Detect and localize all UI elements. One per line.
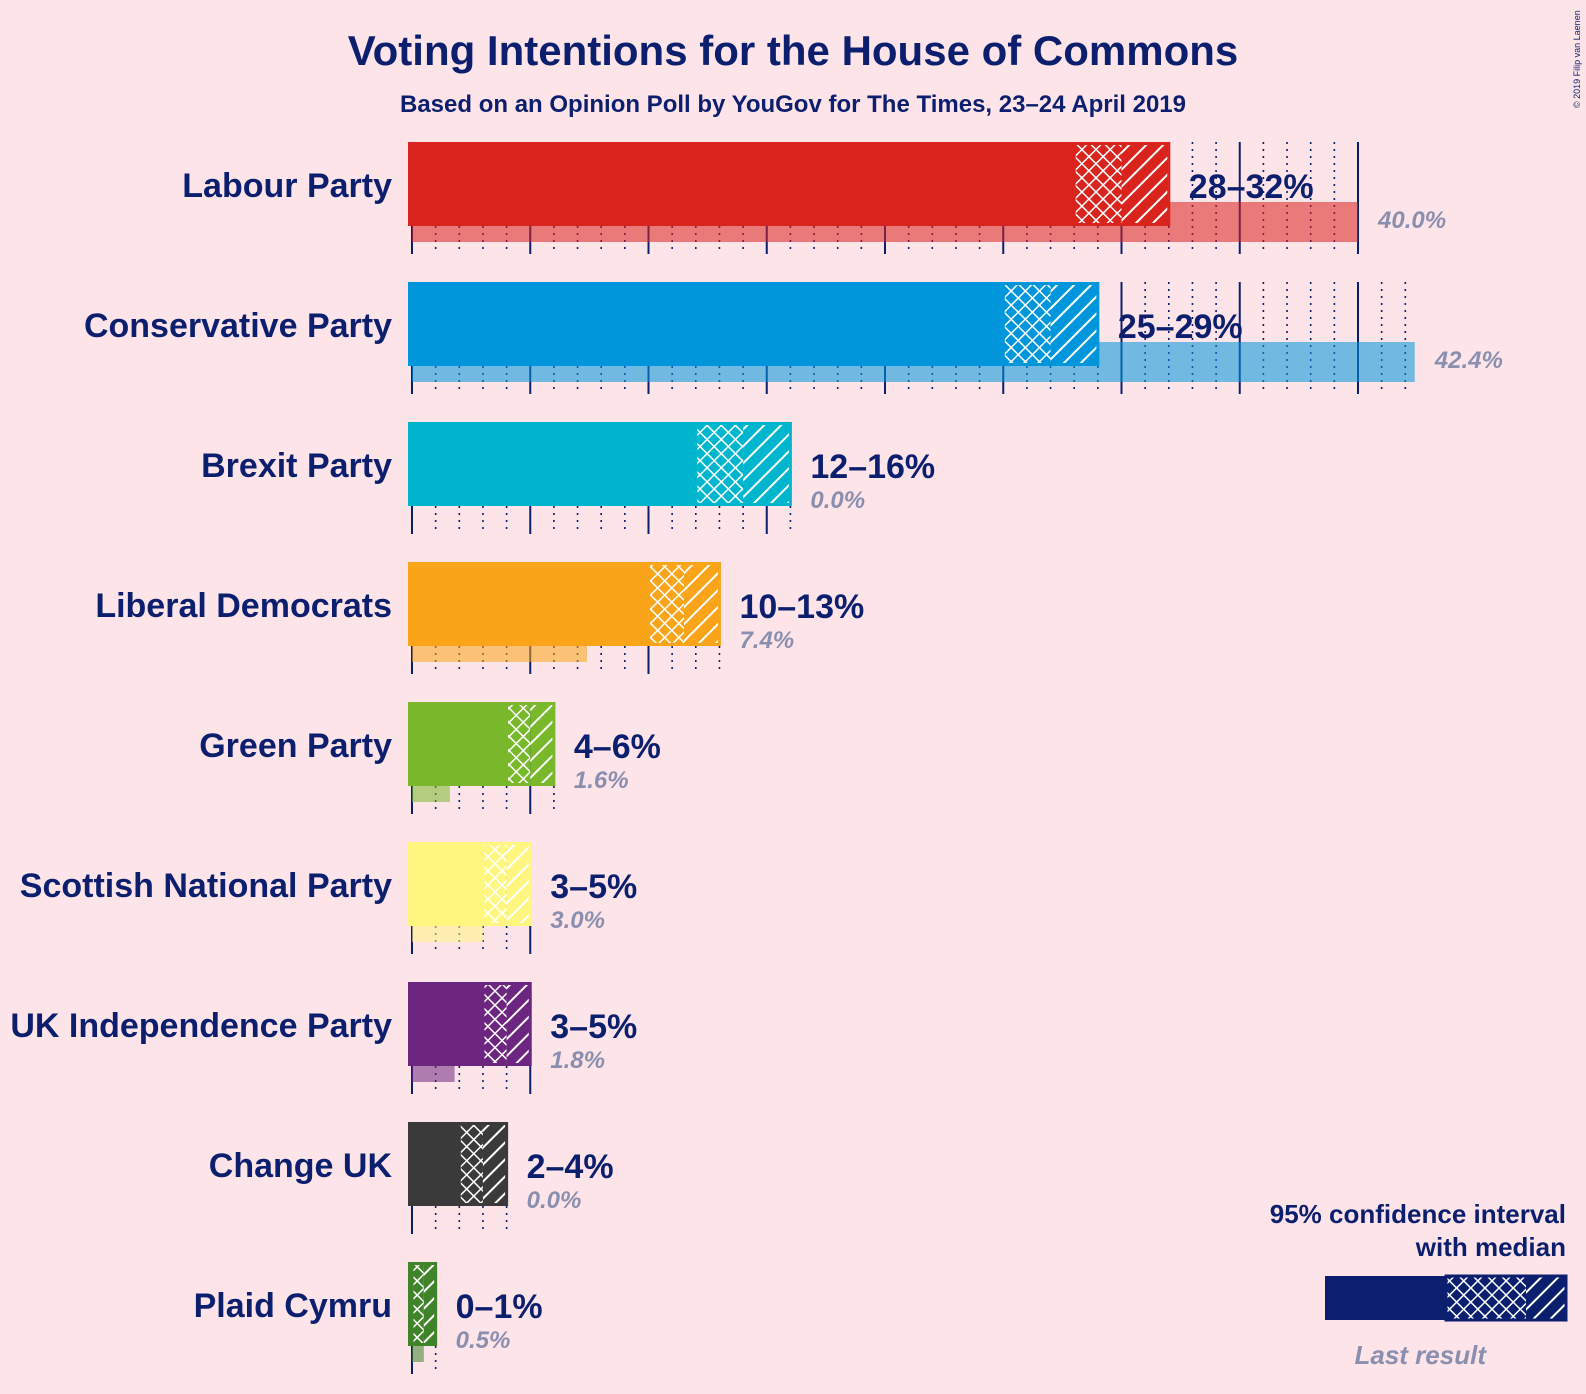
ci-solid-bar: [408, 422, 696, 506]
ci-outline: [694, 422, 792, 506]
ci-low-pattern: [412, 1262, 424, 1346]
ci-high-pattern: [1121, 142, 1169, 226]
party-label: Liberal Democrats: [95, 587, 392, 625]
legend-ci-line2: with median: [1415, 1232, 1566, 1262]
ci-high-pattern: [1050, 282, 1098, 366]
ci-outline: [1001, 282, 1100, 366]
legend-last-result: Last result: [1355, 1340, 1488, 1370]
ci-outline: [1072, 142, 1171, 226]
ci-high-pattern: [743, 422, 791, 506]
ci-solid-bar: [408, 142, 1075, 226]
last-result-label: 7.4%: [739, 627, 794, 654]
last-result-label: 0.0%: [810, 487, 865, 514]
ci-low-pattern: [482, 982, 507, 1066]
ci-low-pattern: [695, 422, 744, 506]
last-result-label: 42.4%: [1434, 347, 1503, 374]
legend: 95% confidence interval with median Last…: [1270, 1199, 1568, 1370]
party-label: Brexit Party: [201, 447, 392, 485]
last-result-label: 1.8%: [550, 1047, 605, 1074]
ci-high-pattern: [506, 842, 531, 926]
ci-low-pattern: [1003, 282, 1051, 366]
range-label: 12–16%: [810, 448, 935, 486]
last-result-label: 3.0%: [550, 907, 605, 934]
ci-outline: [481, 982, 532, 1066]
ci-low-pattern: [1074, 142, 1122, 226]
last-result-label: 40.0%: [1377, 207, 1446, 234]
ci-solid-bar: [408, 702, 507, 786]
party-label: Green Party: [199, 727, 392, 765]
range-label: 10–13%: [739, 588, 864, 626]
ci-outline: [457, 1122, 509, 1206]
ci-outline: [410, 1262, 438, 1346]
party-label: Labour Party: [182, 167, 392, 205]
ci-high-pattern: [683, 562, 720, 646]
range-label: 4–6%: [574, 728, 661, 766]
ci-low-pattern: [459, 1122, 483, 1206]
last-result-label: 1.6%: [574, 767, 629, 794]
ci-low-pattern: [506, 702, 531, 786]
legend-solid-bar: [1325, 1276, 1446, 1320]
party-label: Conservative Party: [84, 307, 392, 345]
ci-solid-bar: [408, 1122, 460, 1206]
ci-outline: [505, 702, 556, 786]
ci-high-pattern: [423, 1262, 436, 1346]
copyright: © 2019 Filip van Laenen: [1572, 10, 1582, 108]
chart-title: Voting Intentions for the House of Commo…: [348, 27, 1239, 74]
range-label: 2–4%: [527, 1148, 614, 1186]
ci-solid-bar: [408, 842, 483, 926]
range-label: 0–1%: [456, 1288, 543, 1326]
labels: Labour Party 28–32% 40.0% Conservative Part…: [10, 167, 1502, 1354]
ci-solid-bar: [408, 1262, 412, 1346]
ci-high-pattern: [530, 702, 554, 786]
range-label: 3–5%: [550, 1008, 637, 1046]
last-result-label: 0.5%: [456, 1327, 511, 1354]
ci-high-pattern: [482, 1122, 507, 1206]
range-label: 25–29%: [1118, 308, 1243, 346]
bars: [408, 142, 1415, 1362]
ci-solid-bar: [408, 282, 1004, 366]
ci-outline: [481, 842, 532, 926]
range-label: 3–5%: [550, 868, 637, 906]
party-label: Scottish National Party: [20, 867, 392, 905]
last-result-label: 0.0%: [527, 1187, 582, 1214]
ci-low-pattern: [648, 562, 684, 646]
legend-ci-line1: 95% confidence interval: [1270, 1199, 1566, 1229]
ci-outline: [647, 562, 721, 646]
range-label: 28–32%: [1189, 168, 1314, 206]
chart-subtitle: Based on an Opinion Poll by YouGov for T…: [400, 91, 1186, 118]
party-label: UK Independence Party: [10, 1007, 392, 1045]
ci-low-pattern: [482, 842, 507, 926]
legend-outline: [1444, 1274, 1568, 1322]
legend-cross-pattern: [1446, 1276, 1526, 1320]
ci-high-pattern: [506, 982, 531, 1066]
ci-solid-bar: [408, 982, 483, 1066]
party-label: Change UK: [209, 1147, 393, 1185]
legend-hatch-pattern: [1526, 1276, 1566, 1320]
party-label: Plaid Cymru: [194, 1287, 392, 1325]
ci-solid-bar: [408, 562, 649, 646]
